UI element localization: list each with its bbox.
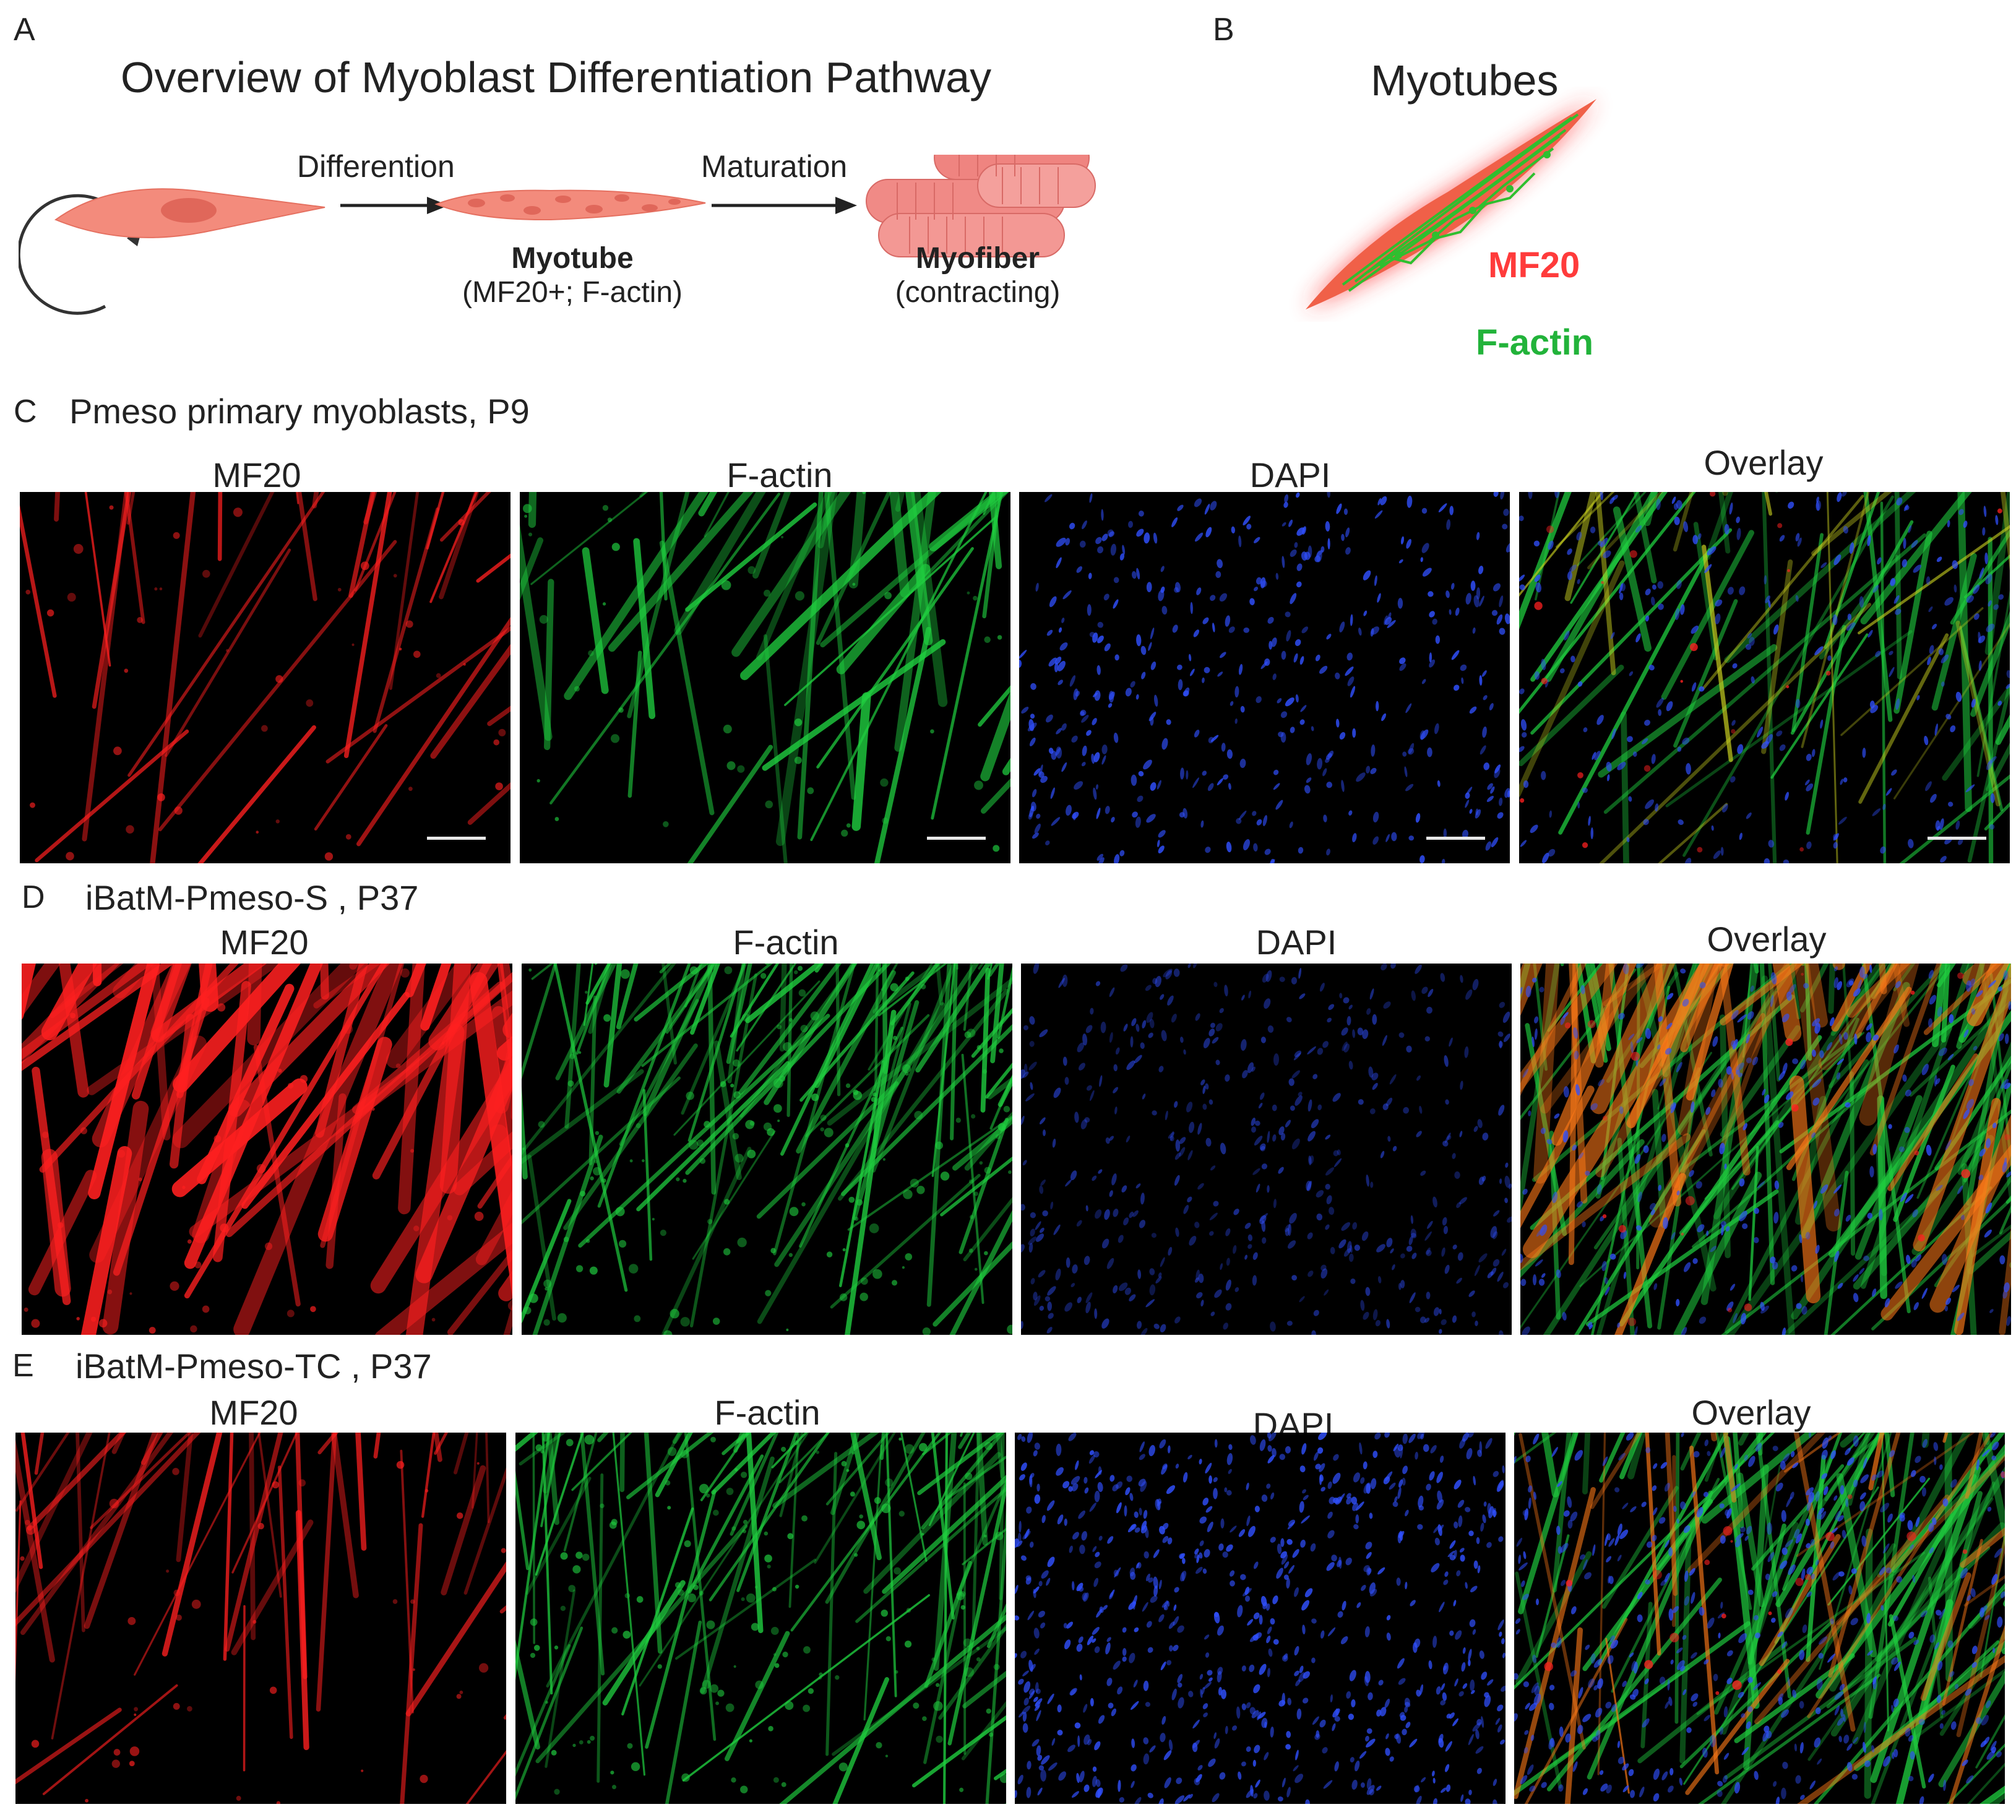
d-overlay-micrograph [1520, 964, 2011, 1335]
c-overlay-micrograph [1519, 492, 2010, 863]
panel-b-letter: B [1213, 12, 1234, 48]
d-label-overlay: Overlay [1707, 920, 1827, 959]
myotube-name: Myotube [511, 242, 634, 275]
d-label-factin: F-actin [733, 923, 839, 962]
d-dapi-micrograph [1021, 964, 1512, 1335]
d-label-mf20: MF20 [220, 923, 309, 962]
c-overlay-scale-bar [1928, 837, 1986, 840]
e-mf20-micrograph [15, 1433, 506, 1804]
panel-d-title: iBatM-Pmeso-S , P37 [85, 878, 419, 917]
myofiber-name: Myofiber [915, 242, 1040, 275]
legend-factin: F-actin [1476, 322, 1594, 363]
c-dapi-scale-bar [1426, 837, 1485, 840]
e-overlay-micrograph [1514, 1433, 2005, 1804]
legend-mf20: MF20 [1488, 245, 1580, 285]
d-factin-micrograph [522, 964, 1012, 1335]
panel-d-letter: D [22, 879, 45, 915]
e-label-factin: F-actin [714, 1393, 821, 1432]
panel-c-letter: C [14, 394, 37, 429]
myotube-markers: (MF20+; F-actin) [462, 276, 683, 309]
c-label-overlay: Overlay [1704, 443, 1824, 482]
e-label-mf20: MF20 [209, 1393, 298, 1432]
c-mf20-scale-bar [427, 837, 486, 840]
myotube-schematic-icon [1306, 99, 1596, 309]
differentiation-pathway-diagram [19, 155, 1096, 315]
c-label-dapi: DAPI [1249, 455, 1331, 494]
myofiber-note: (contracting) [895, 276, 1061, 309]
e-dapi-micrograph [1015, 1433, 1506, 1804]
panel-e-letter: E [12, 1348, 34, 1384]
panel-b-title: Myotubes [1371, 56, 1559, 105]
panel-a-title: Overview of Myoblast Differentiation Pat… [121, 53, 992, 101]
stage-label-myotube: Myotube (MF20+; F-actin) [433, 241, 712, 309]
myofiber-bundle-icon [866, 155, 1096, 257]
step-label-differentiation: Differention [297, 149, 455, 184]
e-factin-micrograph [515, 1433, 1006, 1804]
c-mf20-micrograph [20, 492, 510, 863]
c-factin-scale-bar [927, 837, 986, 840]
d-mf20-micrograph [22, 964, 512, 1335]
step-label-maturation: Maturation [701, 149, 848, 184]
c-dapi-micrograph [1019, 492, 1510, 863]
stage-label-myofiber: Myofiber (contracting) [854, 241, 1101, 309]
panel-a-letter: A [14, 12, 35, 48]
c-label-factin: F-actin [726, 455, 833, 494]
d-label-dapi: DAPI [1256, 923, 1337, 962]
e-label-overlay: Overlay [1691, 1393, 1811, 1432]
panel-c-title: Pmeso primary myoblasts, P9 [69, 392, 530, 431]
c-label-mf20: MF20 [212, 455, 301, 494]
panel-e-title: iBatM-Pmeso-TC , P37 [75, 1347, 432, 1386]
c-factin-micrograph [520, 492, 1010, 863]
